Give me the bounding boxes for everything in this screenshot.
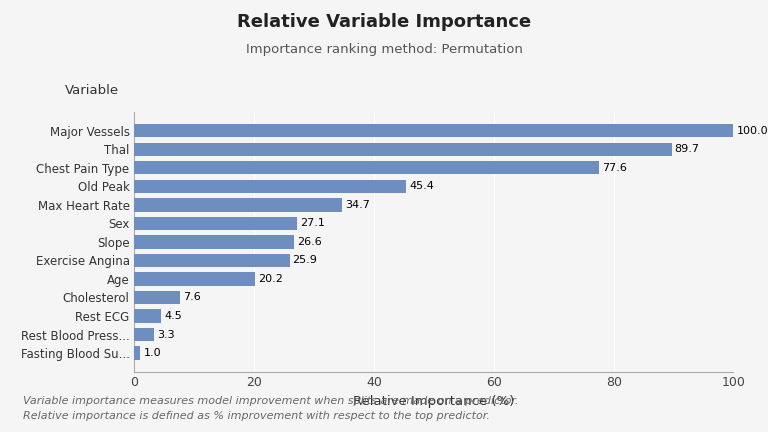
Text: 20.2: 20.2 (258, 274, 283, 284)
Bar (134, 180, 406, 193)
Bar (134, 198, 343, 212)
Text: 45.4: 45.4 (409, 181, 434, 191)
Text: 7.6: 7.6 (183, 292, 200, 302)
Bar (134, 143, 672, 156)
Bar (134, 124, 733, 137)
Text: Variable: Variable (65, 84, 119, 97)
Bar (134, 217, 296, 230)
Text: 34.7: 34.7 (346, 200, 370, 210)
Text: 27.1: 27.1 (300, 219, 325, 229)
Text: 25.9: 25.9 (293, 255, 317, 265)
Bar (134, 346, 141, 360)
Bar (134, 309, 161, 323)
Text: 3.3: 3.3 (157, 330, 175, 340)
X-axis label: Relative Importance (%): Relative Importance (%) (353, 395, 515, 408)
Text: 77.6: 77.6 (602, 163, 627, 173)
Text: Variable importance measures model improvement when splits are made on a predict: Variable importance measures model impro… (23, 397, 518, 421)
Bar (134, 291, 180, 304)
Bar (134, 254, 290, 267)
Text: Relative Variable Importance: Relative Variable Importance (237, 13, 531, 31)
Bar (134, 328, 154, 341)
Bar (134, 161, 599, 175)
Text: 26.6: 26.6 (296, 237, 322, 247)
Bar (134, 272, 256, 286)
Bar (134, 235, 293, 248)
Text: 4.5: 4.5 (164, 311, 182, 321)
Text: Importance ranking method: Permutation: Importance ranking method: Permutation (246, 43, 522, 56)
Text: 1.0: 1.0 (144, 348, 161, 358)
Text: 100.0: 100.0 (737, 126, 768, 136)
Text: 89.7: 89.7 (675, 144, 700, 154)
